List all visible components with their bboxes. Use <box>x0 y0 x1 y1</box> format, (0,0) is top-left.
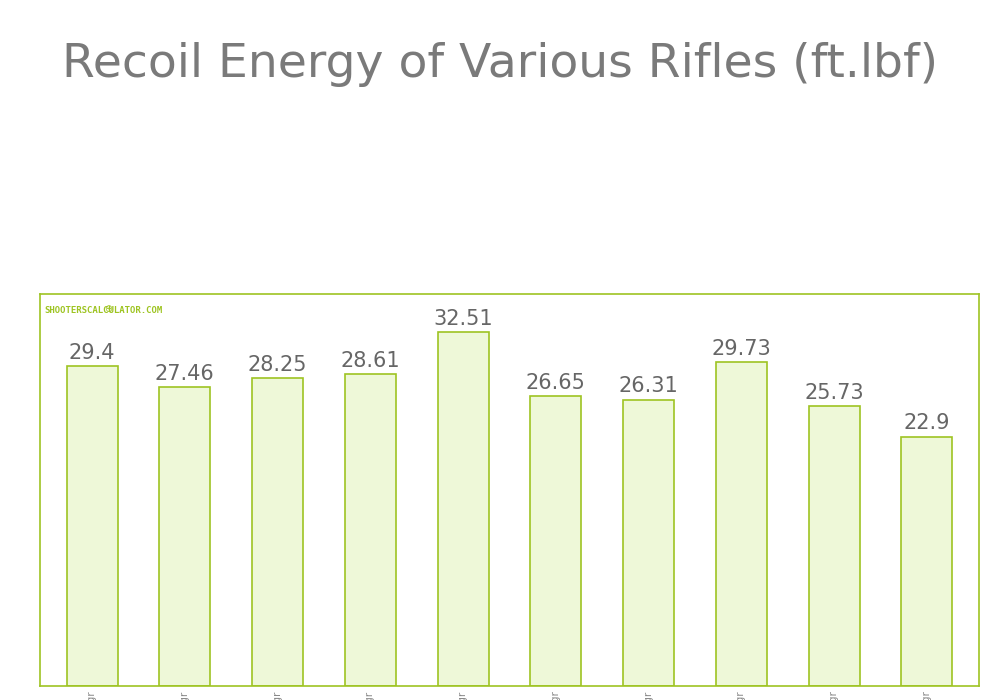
Text: 27.46: 27.46 <box>155 364 215 384</box>
Bar <box>438 332 489 686</box>
Bar <box>159 387 211 686</box>
Bar <box>345 374 396 686</box>
Text: 28.25: 28.25 <box>248 355 308 375</box>
Bar <box>252 379 303 686</box>
Text: ⊕: ⊕ <box>104 304 112 314</box>
Text: 25.73: 25.73 <box>804 383 864 402</box>
Text: 32.51: 32.51 <box>434 309 493 329</box>
Bar <box>901 437 952 686</box>
Text: Recoil Energy of Various Rifles (ft.lbf): Recoil Energy of Various Rifles (ft.lbf) <box>62 42 937 87</box>
Text: 28.61: 28.61 <box>341 351 401 371</box>
Bar <box>808 406 860 686</box>
Bar <box>67 366 118 686</box>
Text: SHOOTERSCALCULATOR.COM: SHOOTERSCALCULATOR.COM <box>45 306 163 315</box>
Text: 29.73: 29.73 <box>711 339 771 359</box>
Bar <box>623 400 674 686</box>
Text: 29.4: 29.4 <box>69 342 115 363</box>
Text: 22.9: 22.9 <box>904 414 950 433</box>
Bar <box>530 395 581 686</box>
Text: 26.65: 26.65 <box>525 372 585 393</box>
Bar <box>716 363 767 686</box>
Text: 26.31: 26.31 <box>618 376 678 396</box>
